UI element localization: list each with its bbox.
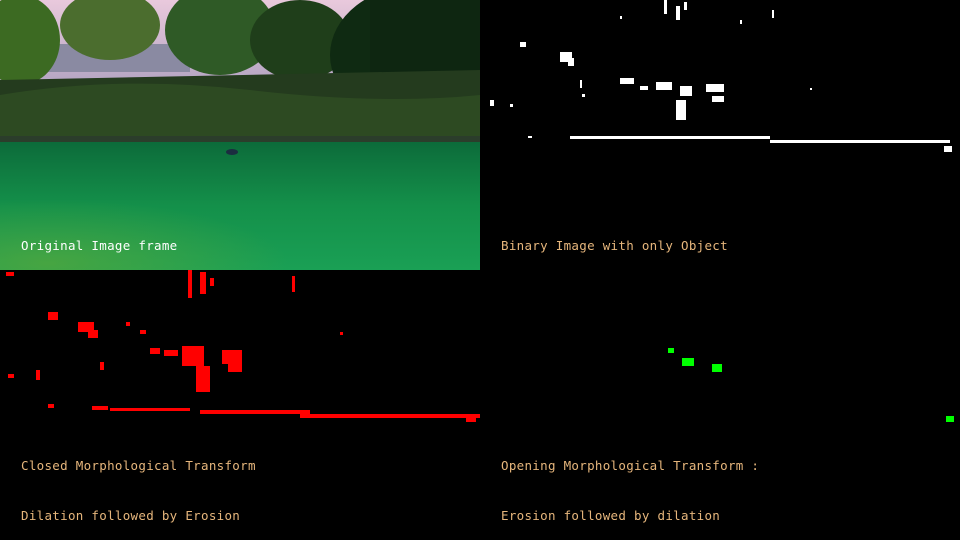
opened-mask-image bbox=[668, 348, 954, 422]
original-frame-label: Original Image frame bbox=[21, 238, 178, 253]
binary-image-panel: Binary Image with only Object bbox=[480, 0, 960, 270]
original-frame-image bbox=[0, 0, 480, 270]
binary-image-label: Binary Image with only Object bbox=[501, 238, 728, 253]
closed-transform-label: Closed Morphological Transform bbox=[21, 458, 256, 473]
closed-transform-panel: Closed Morphological Transform Dilation … bbox=[0, 270, 480, 540]
opened-transform-panel: Opening Morphological Transform : Erosio… bbox=[480, 270, 960, 540]
original-frame-panel: Original Image frame bbox=[0, 0, 480, 270]
closed-transform-sublabel: Dilation followed by Erosion bbox=[21, 508, 241, 523]
binary-mask-image bbox=[490, 0, 952, 152]
closed-mask-image bbox=[6, 270, 480, 422]
opened-transform-sublabel: Erosion followed by dilation bbox=[501, 508, 721, 523]
opened-transform-label: Opening Morphological Transform : bbox=[501, 458, 760, 473]
